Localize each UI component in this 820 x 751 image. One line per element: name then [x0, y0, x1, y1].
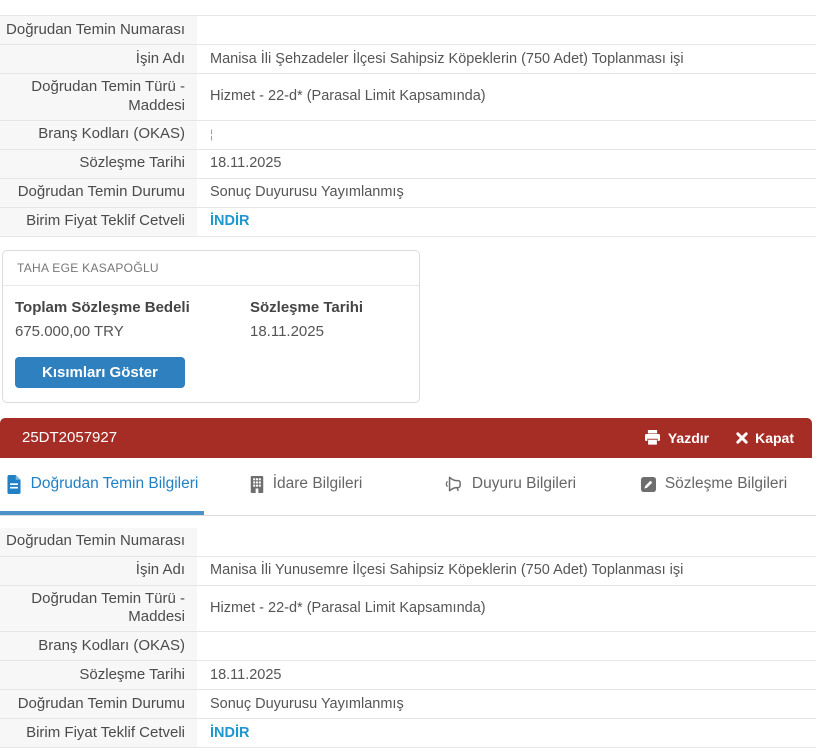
printer-icon [644, 430, 661, 445]
row-value: 18.11.2025 [210, 155, 282, 172]
table-row: İşin Adı Manisa İli Şehzadeler İlçesi Sa… [0, 45, 816, 74]
row-label: Doğrudan Temin Türü - Maddesi [0, 74, 197, 120]
row-value: Sonuç Duyurusu Yayımlanmış [210, 695, 404, 712]
row-value [197, 16, 816, 44]
table-row: Doğrudan Temin Numarası [0, 16, 816, 45]
modal-header: 25DT2057927 Yazdır [0, 417, 812, 458]
row-value: ¦ [210, 126, 214, 141]
modal-detail-table: Doğrudan Temin Numarası İşin Adı Manisa … [0, 527, 816, 748]
row-label: İşin Adı [0, 556, 197, 585]
modal-title: 25DT2057927 [22, 429, 118, 446]
row-label: Doğrudan Temin Numarası [0, 527, 197, 556]
table-row: Doğrudan Temin Numarası [0, 527, 816, 557]
building-icon [250, 475, 264, 493]
table-row: Doğrudan Temin Türü - Maddesi Hizmet - 2… [0, 74, 816, 121]
procurement-detail-modal: 25DT2057927 Yazdır [0, 417, 820, 748]
tab-label: İdare Bilgileri [272, 475, 363, 492]
edit-icon [640, 476, 656, 492]
megaphone-icon [444, 476, 463, 492]
page: Doğrudan Temin Numarası İşin Adı Manisa … [0, 15, 820, 751]
tab-label: Sözleşme Bilgileri [664, 475, 788, 492]
contract-date-label: Sözleşme Tarihi [250, 298, 364, 316]
row-value [197, 632, 816, 660]
tab-duyuru-bilgileri[interactable]: Duyuru Bilgileri [408, 458, 612, 515]
tab-idare-bilgileri[interactable]: İdare Bilgileri [204, 458, 408, 515]
document-icon [6, 474, 22, 494]
download-link[interactable]: İNDİR [210, 724, 250, 741]
row-label: Birim Fiyat Teklif Cetveli [0, 719, 197, 747]
modal-tabs: Doğrudan Temin Bilgileri İdare Bilgileri… [0, 458, 816, 516]
row-value: Manisa İli Şehzadeler İlçesi Sahipsiz Kö… [210, 50, 684, 67]
table-row: Doğrudan Temin Durumu Sonuç Duyurusu Yay… [0, 178, 816, 208]
print-button[interactable]: Yazdır [644, 430, 709, 446]
total-contract-amount-label: Toplam Sözleşme Bedeli [15, 298, 190, 316]
row-label: Doğrudan Temin Durumu [0, 690, 197, 718]
row-value: Hizmet - 22-d* (Parasal Limit Kapsamında… [210, 599, 486, 616]
tab-label: Doğrudan Temin Bilgileri [30, 475, 199, 492]
print-button-label: Yazdır [667, 429, 710, 446]
table-row: Branş Kodları (OKAS) [0, 632, 816, 661]
table-row: Doğrudan Temin Türü - Maddesi Hizmet - 2… [0, 585, 816, 632]
table-row: Sözleşme Tarihi 18.11.2025 [0, 149, 816, 179]
row-value [197, 528, 816, 556]
row-label: Sözleşme Tarihi [0, 661, 197, 689]
download-link[interactable]: İNDİR [210, 213, 250, 230]
row-value: Sonuç Duyurusu Yayımlanmış [210, 184, 404, 201]
row-value: Manisa İli Yunusemre İlçesi Sahipsiz Köp… [210, 562, 684, 579]
table-row: Sözleşme Tarihi 18.11.2025 [0, 661, 816, 690]
row-label: Doğrudan Temin Numarası [0, 16, 197, 44]
contractor-card-body: Toplam Sözleşme Bedeli 675.000,00 TRY Sö… [3, 286, 419, 402]
table-row: Branş Kodları (OKAS) ¦ [0, 120, 816, 150]
row-label: Doğrudan Temin Türü - Maddesi [0, 585, 197, 631]
row-value: Hizmet - 22-d* (Parasal Limit Kapsamında… [210, 88, 486, 105]
tab-sozlesme-bilgileri[interactable]: Sözleşme Bilgileri [612, 458, 816, 515]
modal-actions: Yazdır Kapat [644, 430, 794, 446]
table-row: İşin Adı Manisa İli Yunusemre İlçesi Sah… [0, 556, 816, 586]
total-contract-amount-value: 675.000,00 TRY [15, 322, 124, 340]
row-label: Birim Fiyat Teklif Cetveli [0, 207, 197, 236]
contract-date-value: 18.11.2025 [250, 322, 324, 340]
top-detail-table: Doğrudan Temin Numarası İşin Adı Manisa … [0, 15, 816, 237]
row-label: İşin Adı [0, 45, 197, 73]
close-icon [736, 431, 748, 444]
table-row: Birim Fiyat Teklif Cetveli İNDİR [0, 719, 816, 748]
close-button[interactable]: Kapat [736, 430, 794, 446]
contractor-name: TAHA EGE KASAPOĞLU [3, 251, 419, 286]
contractor-card: TAHA EGE KASAPOĞLU Toplam Sözleşme Bedel… [2, 249, 420, 403]
tab-dogrudan-temin-bilgileri[interactable]: Doğrudan Temin Bilgileri [0, 458, 204, 515]
table-row: Doğrudan Temin Durumu Sonuç Duyurusu Yay… [0, 690, 816, 719]
row-value: 18.11.2025 [210, 666, 282, 683]
close-button-label: Kapat [755, 429, 794, 446]
show-parts-button[interactable]: Kısımları Göster [15, 356, 185, 388]
tab-label: Duyuru Bilgileri [471, 475, 577, 492]
row-label: Sözleşme Tarihi [0, 149, 197, 178]
row-label: Branş Kodları (OKAS) [0, 632, 197, 660]
row-label: Branş Kodları (OKAS) [0, 120, 197, 149]
table-row: Birim Fiyat Teklif Cetveli İNDİR [0, 207, 816, 237]
row-label: Doğrudan Temin Durumu [0, 178, 197, 207]
